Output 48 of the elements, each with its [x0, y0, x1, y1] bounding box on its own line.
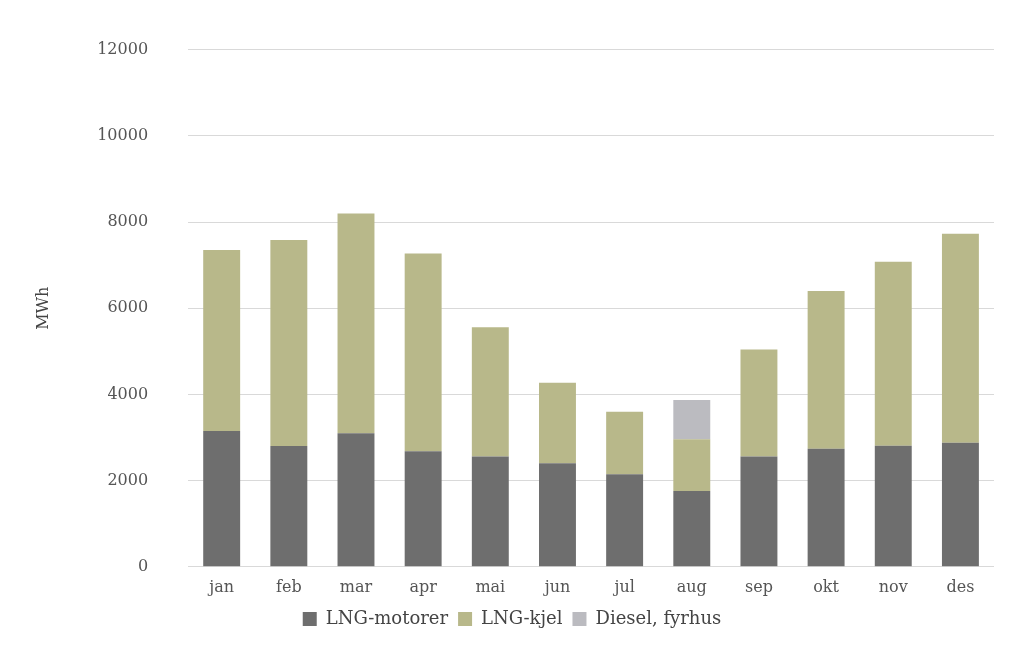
bar	[941, 442, 979, 567]
x-tick-label: okt	[813, 576, 840, 596]
x-tick-label: des	[946, 576, 975, 596]
bar	[404, 451, 442, 567]
bar	[941, 233, 979, 443]
x-tick-label: aug	[676, 576, 707, 596]
legend-label: LNG-kjel	[481, 606, 563, 628]
y-tick-label: 0	[137, 555, 149, 575]
x-tick-label: mai	[475, 576, 506, 596]
bar	[673, 490, 711, 567]
bar	[740, 349, 778, 457]
y-tick-label: 2000	[107, 469, 149, 489]
x-tick-label: apr	[409, 576, 438, 596]
legend-label: Diesel, fyrhus	[595, 606, 722, 628]
y-tick-label: 6000	[107, 297, 149, 317]
x-tick-label: jul	[612, 576, 635, 596]
x-tick-label: mar	[339, 576, 373, 596]
y-tick-label: 10000	[97, 124, 149, 144]
x-tick-label: nov	[878, 576, 908, 596]
bar	[807, 290, 845, 449]
bar	[203, 431, 241, 567]
y-axis-title: MWh	[32, 286, 52, 330]
y-tick-label: 8000	[107, 211, 149, 231]
y-tick-label: 12000	[97, 38, 149, 58]
bar	[673, 400, 711, 440]
x-tick-label: jun	[542, 576, 571, 596]
bar	[539, 382, 576, 464]
x-tick-label: feb	[276, 576, 302, 596]
bar	[740, 456, 778, 567]
bar	[203, 250, 241, 432]
bar	[471, 327, 509, 457]
bar	[673, 439, 711, 491]
x-tick-label: sep	[744, 576, 773, 596]
bar	[404, 253, 442, 452]
bar	[606, 474, 644, 567]
bar	[606, 411, 644, 475]
bar	[337, 433, 375, 567]
bar	[874, 261, 912, 446]
bar	[337, 213, 375, 434]
y-tick-label: 4000	[107, 383, 149, 403]
bar	[270, 240, 308, 447]
bar	[539, 463, 576, 567]
bar	[471, 456, 509, 567]
bar	[807, 448, 845, 567]
legend-label: LNG-motorer	[325, 606, 449, 628]
x-tick-label: jan	[207, 576, 235, 596]
bar	[874, 445, 912, 567]
bar	[270, 446, 308, 567]
